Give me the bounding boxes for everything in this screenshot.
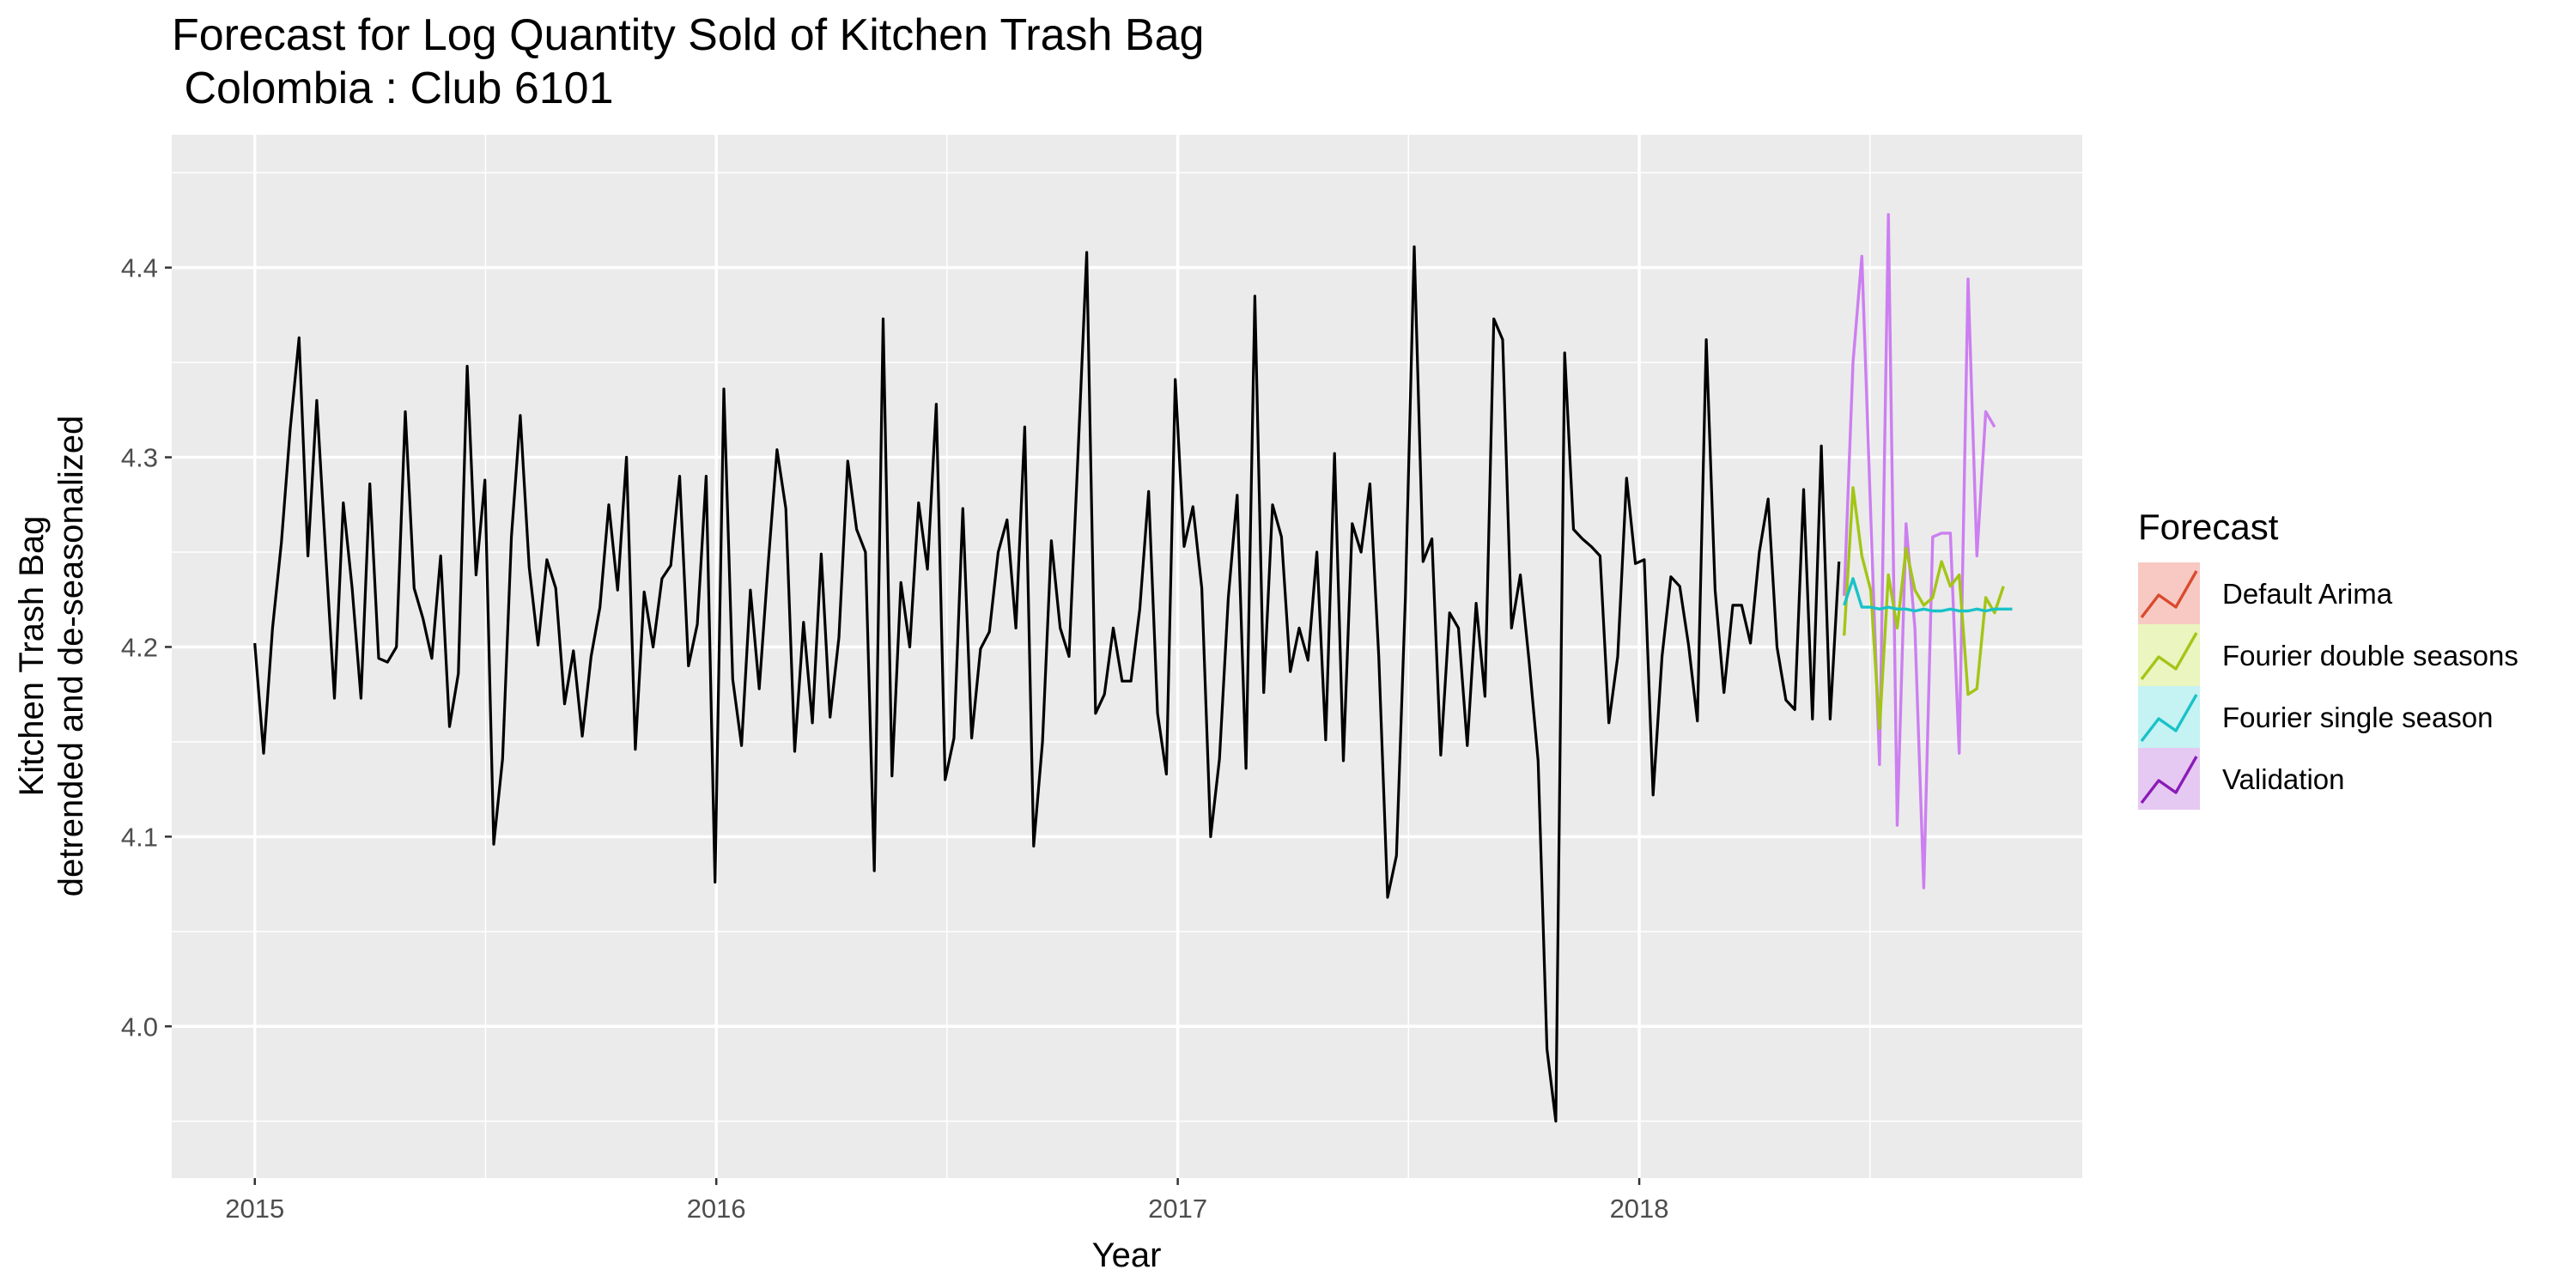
chart-title-line-1: Forecast for Log Quantity Sold of Kitche… [172, 10, 1205, 60]
y-tick-label: 4.4 [121, 253, 158, 283]
y-axis: 4.0 4.1 4.2 4.3 4.4 [121, 253, 172, 1042]
y-tick-label: 4.0 [121, 1012, 158, 1042]
legend-key-fourier-double-seasons [2138, 624, 2200, 686]
legend-label-fourier-single-season: Fourier single season [2222, 702, 2494, 733]
series-line-fourier-single-season [1843, 577, 2013, 613]
legend-key-fourier-single-season [2138, 686, 2200, 748]
legend: Forecast Default Arima Fourier double sea… [2138, 507, 2518, 810]
series-line-validation [1843, 213, 1996, 890]
legend-key-default-arima [2138, 562, 2200, 624]
y-tick-label: 4.1 [121, 822, 158, 852]
y-axis-title: Kitchen Trash Bag detrended and de-seaso… [13, 416, 90, 896]
chart-title: Forecast for Log Quantity Sold of Kitche… [172, 9, 1204, 115]
series-layer [253, 213, 2013, 1123]
legend-line-default-arima [2140, 570, 2198, 619]
legend-line-validation [2140, 756, 2198, 805]
legend-line-fourier-double-seasons [2140, 632, 2198, 681]
legend-label-fourier-double-seasons: Fourier double seasons [2222, 640, 2518, 671]
legend-label-validation: Validation [2222, 763, 2345, 795]
legend-item-validation: Validation [2138, 748, 2345, 810]
y-axis-title-line-1: Kitchen Trash Bag [13, 516, 51, 797]
x-tick-label: 2018 [1610, 1194, 1669, 1224]
legend-label-default-arima: Default Arima [2222, 578, 2393, 610]
x-tick-label: 2016 [687, 1194, 746, 1224]
chart-title-line-2: Colombia : Club 6101 [172, 64, 614, 113]
y-tick-label: 4.2 [121, 632, 158, 662]
grid-minor [172, 135, 2082, 1178]
x-tick-label: 2017 [1148, 1194, 1207, 1224]
legend-item-fourier-double-seasons: Fourier double seasons [2138, 624, 2518, 686]
x-axis: 2015 2016 2017 2018 [225, 1178, 1669, 1224]
legend-item-default-arima: Default Arima [2138, 562, 2393, 624]
legend-item-fourier-single-season: Fourier single season [2138, 686, 2494, 748]
y-tick-label: 4.3 [121, 443, 158, 473]
x-axis-title: Year [1092, 1236, 1162, 1274]
x-tick-label: 2015 [225, 1194, 284, 1224]
legend-line-fourier-single-season [2140, 694, 2198, 743]
y-axis-title-line-2: detrended and de-seasonalized [52, 416, 90, 896]
legend-title: Forecast [2138, 507, 2279, 547]
series-line-history [253, 245, 1841, 1123]
legend-key-validation [2138, 748, 2200, 810]
series-line-fourier-double-seasons [1843, 486, 2005, 731]
